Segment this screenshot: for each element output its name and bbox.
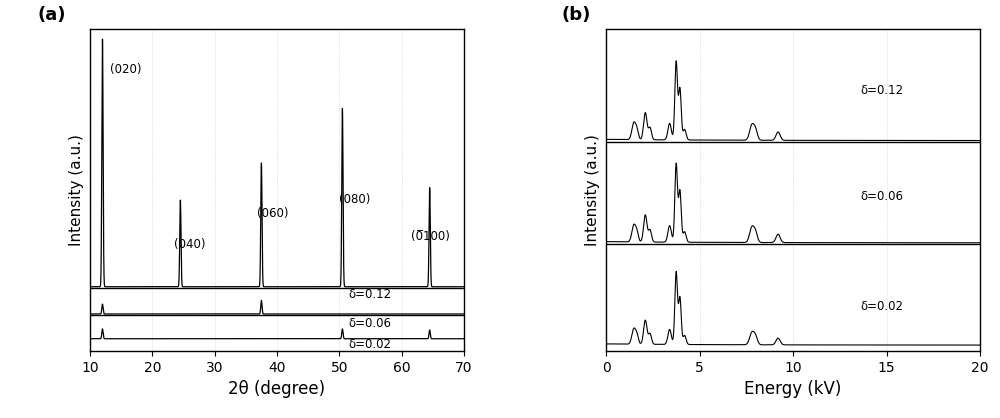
Text: (080): (080) — [339, 193, 371, 206]
Text: (0̅100): (0̅100) — [411, 229, 450, 243]
Text: δ=0.06: δ=0.06 — [860, 190, 903, 203]
X-axis label: Energy (kV): Energy (kV) — [744, 380, 842, 398]
Text: (a): (a) — [38, 5, 66, 23]
Text: δ=0.06: δ=0.06 — [349, 317, 392, 330]
Text: (b): (b) — [561, 5, 591, 23]
Text: (040): (040) — [174, 238, 206, 251]
X-axis label: 2θ (degree): 2θ (degree) — [228, 380, 326, 398]
Text: (060): (060) — [257, 207, 289, 220]
Text: δ=0.02: δ=0.02 — [349, 338, 392, 351]
Text: δ=0.02: δ=0.02 — [860, 300, 903, 313]
Y-axis label: Intensity (a.u.): Intensity (a.u.) — [69, 134, 84, 246]
Y-axis label: Intensity (a.u.): Intensity (a.u.) — [585, 134, 600, 246]
Text: δ=0.12: δ=0.12 — [349, 288, 392, 301]
Text: δ=0.12: δ=0.12 — [860, 84, 903, 97]
Text: (020): (020) — [110, 63, 141, 76]
